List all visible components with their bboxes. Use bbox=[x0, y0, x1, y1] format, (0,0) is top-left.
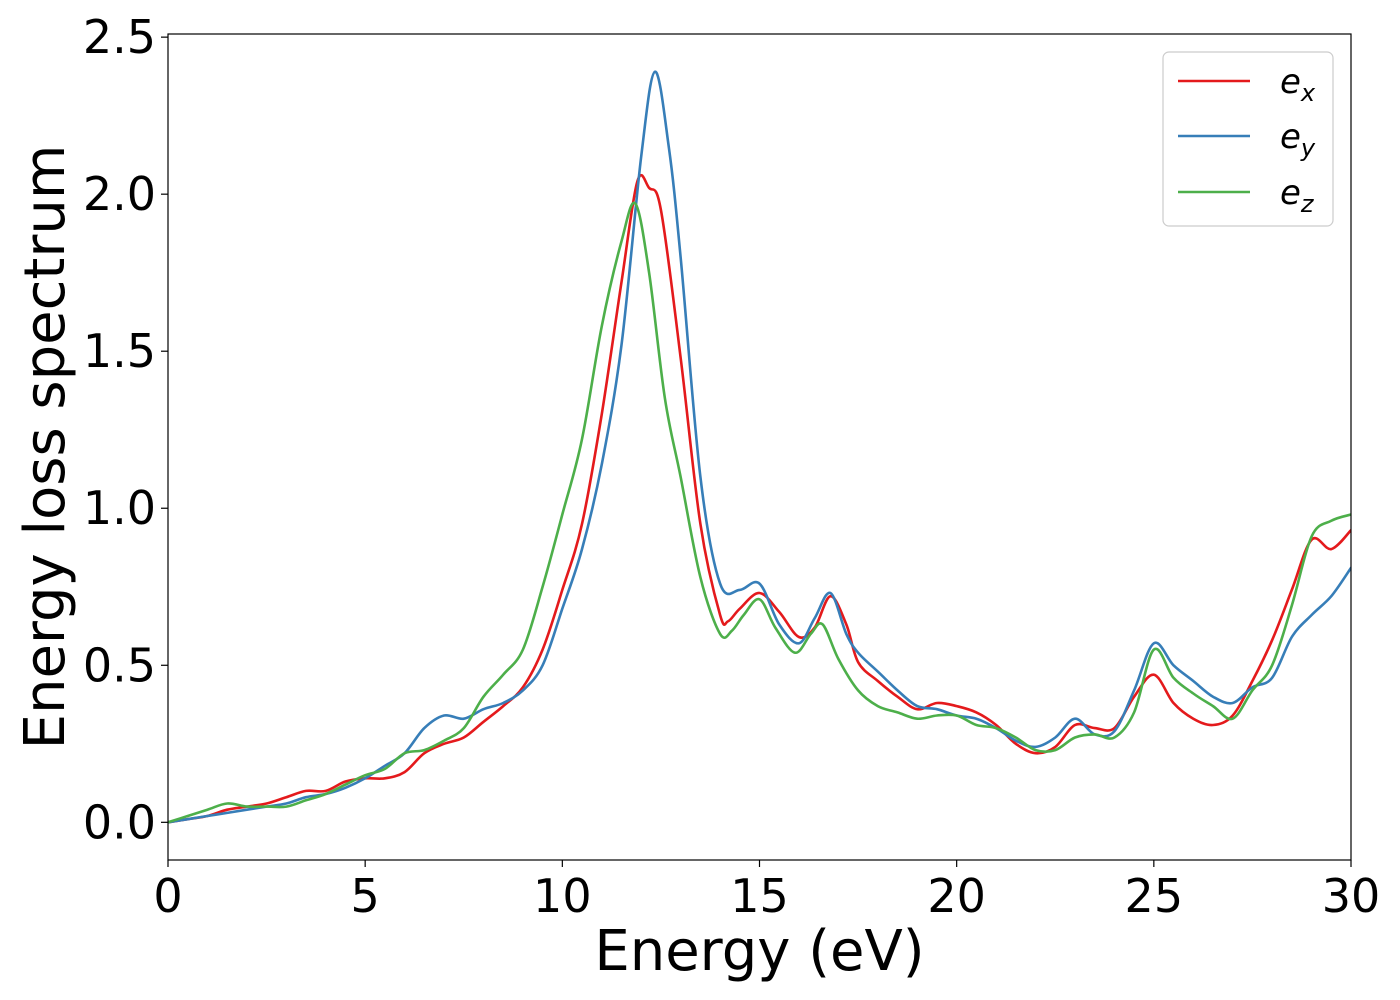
x-tick-label: 20 bbox=[927, 869, 986, 923]
x-tick-label: 15 bbox=[730, 869, 789, 923]
legend-label-z: ez bbox=[1280, 173, 1315, 218]
x-tick-label: 10 bbox=[533, 869, 592, 923]
legend: ex ey ez bbox=[1162, 51, 1334, 227]
series-line-z bbox=[168, 201, 1351, 824]
y-tick-label: 0.5 bbox=[83, 638, 156, 692]
x-tick-label: 5 bbox=[351, 869, 380, 923]
x-axis-label: Energy (eV) bbox=[594, 919, 924, 984]
legend-label-y: ey bbox=[1280, 117, 1316, 162]
x-tick-label: 30 bbox=[1322, 869, 1381, 923]
y-tick-label: 1.5 bbox=[83, 324, 156, 378]
legend-box bbox=[1162, 51, 1334, 227]
x-axis: 0 5 10 15 20 25 30 bbox=[153, 860, 1380, 923]
y-tick-label: 1.0 bbox=[83, 481, 156, 535]
x-tick-label: 0 bbox=[153, 869, 182, 923]
y-tick-label: 2.0 bbox=[83, 167, 156, 221]
x-tick-label: 25 bbox=[1125, 869, 1184, 923]
y-tick-label: 0.0 bbox=[83, 795, 156, 849]
y-axis-label: Energy loss spectrum bbox=[13, 145, 78, 750]
y-axis: 0.0 0.5 1.0 1.5 2.0 2.5 bbox=[83, 10, 168, 849]
legend-label-x: ex bbox=[1280, 62, 1316, 107]
series-line-x bbox=[168, 173, 1351, 824]
series-line-y bbox=[168, 70, 1351, 824]
y-tick-label: 2.5 bbox=[83, 10, 156, 64]
